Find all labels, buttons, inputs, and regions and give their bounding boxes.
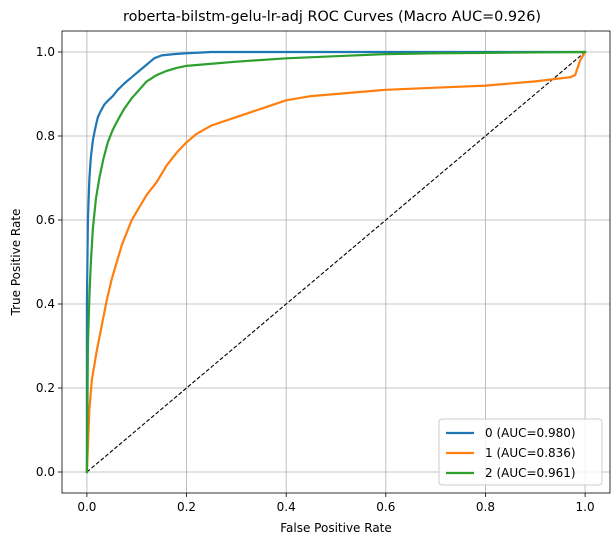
x-axis-title: False Positive Rate: [280, 521, 392, 535]
plot-frame: [61, 30, 611, 494]
legend-label-1: 1 (AUC=0.836): [485, 446, 576, 460]
legend-label-0: 0 (AUC=0.980): [485, 426, 576, 440]
y-tick-label-3: 0.6: [36, 213, 55, 227]
y-tick-label-4: 0.8: [36, 129, 55, 143]
roc-curves: [85, 50, 587, 474]
x-tick-label-4: 0.8: [476, 500, 495, 514]
x-axis-ticks: 0.0 0.2 0.4 0.6 0.8 1.0: [77, 493, 595, 514]
chart-title: roberta-bilstm-gelu-lr-adj ROC Curves (M…: [123, 9, 541, 25]
x-tick-label-2: 0.4: [277, 500, 296, 514]
diagonal-line: [86, 51, 586, 473]
y-tick-label-5: 1.0: [36, 45, 55, 59]
x-tick-label-5: 1.0: [576, 500, 595, 514]
x-tick-label-3: 0.6: [376, 500, 395, 514]
diagonal-reference: [86, 51, 586, 473]
series-line-1: [85, 50, 587, 474]
legend: 0 (AUC=0.980) 1 (AUC=0.836) 2 (AUC=0.961): [438, 418, 603, 486]
x-tick-label-0: 0.0: [77, 500, 96, 514]
x-tick-label-1: 0.2: [177, 500, 196, 514]
series-line-0: [85, 50, 587, 474]
legend-box: [438, 418, 603, 486]
y-axis-title: True Positive Rate: [9, 209, 23, 317]
series-line-2: [85, 50, 587, 474]
y-axis-ticks: 0.0 0.2 0.4 0.6 0.8 1.0: [36, 45, 62, 479]
y-tick-label-2: 0.4: [36, 297, 55, 311]
legend-label-2: 2 (AUC=0.961): [485, 466, 576, 480]
y-tick-label-1: 0.2: [36, 381, 55, 395]
y-tick-label-0: 0.0: [36, 465, 55, 479]
